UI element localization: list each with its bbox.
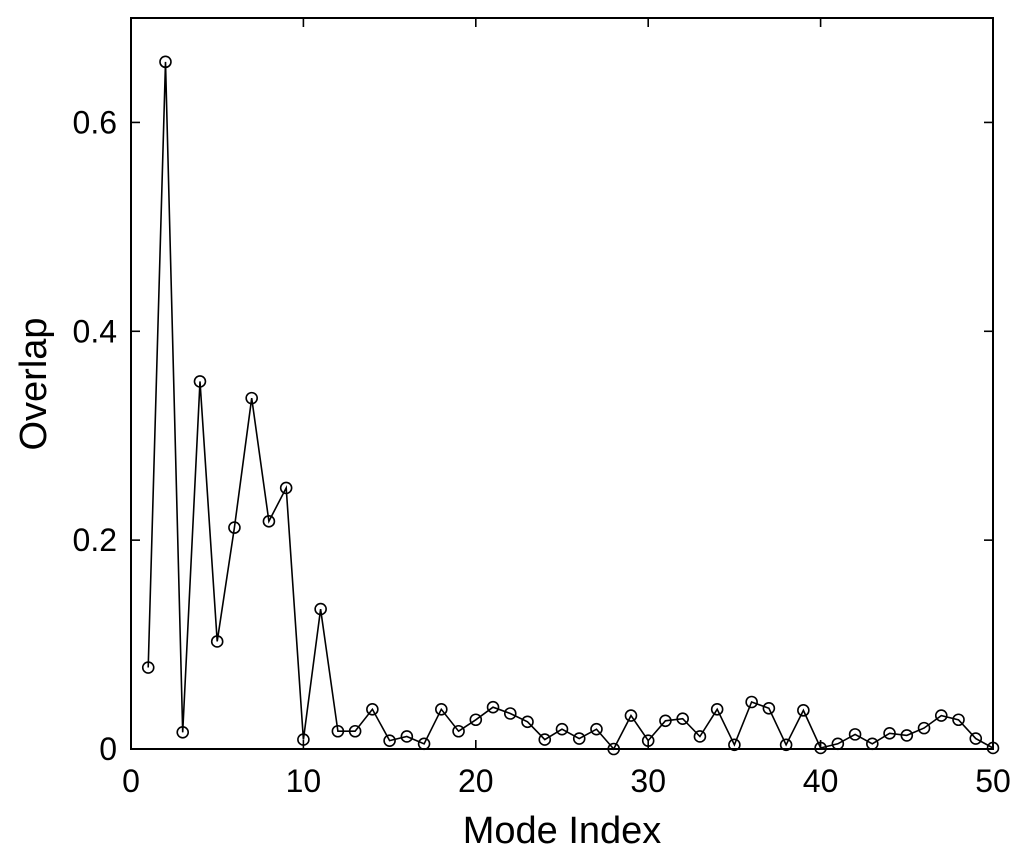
data-point (779, 738, 793, 752)
data-point (366, 703, 379, 716)
data-point (831, 737, 845, 751)
data-point (900, 729, 914, 742)
data-point (917, 721, 931, 735)
data-point (641, 734, 655, 747)
y-tick-label: 0.6 (73, 104, 117, 140)
data-point (969, 732, 983, 745)
data-point (297, 733, 310, 746)
data-point (400, 730, 414, 743)
data-point (141, 661, 155, 674)
data-point (572, 732, 586, 745)
data-point (193, 375, 207, 388)
data-point (452, 724, 465, 738)
data-point (521, 715, 534, 729)
data-point (159, 55, 172, 69)
data-point (986, 741, 1000, 755)
data-point (383, 734, 396, 747)
x-tick-label: 40 (803, 763, 839, 799)
data-point (866, 737, 879, 751)
data-point (469, 713, 483, 727)
data-point (245, 391, 258, 405)
y-tick-label: 0.4 (73, 313, 117, 349)
data-point (314, 602, 327, 616)
data-point (814, 741, 827, 755)
data-point (676, 712, 689, 726)
x-axis-label: Mode Index (463, 810, 662, 852)
series-line (147, 61, 994, 751)
x-tick-label: 30 (630, 763, 666, 799)
data-point (176, 725, 190, 739)
data-point (279, 481, 293, 495)
y-ticks: 0 0.2 0.4 0.6 (73, 104, 993, 767)
y-tick-label: 0 (99, 731, 117, 767)
data-point (952, 713, 965, 727)
x-tick-label: 50 (975, 763, 1011, 799)
data-point (435, 703, 448, 716)
data-point (848, 728, 862, 741)
data-point (934, 709, 948, 722)
data-point (659, 714, 672, 728)
data-point (348, 724, 362, 738)
data-point (590, 722, 603, 736)
data-point (210, 635, 224, 648)
data-point (417, 737, 431, 751)
data-point (762, 701, 776, 715)
data-markers (141, 55, 1000, 756)
data-point (883, 727, 896, 740)
data-point (486, 700, 500, 714)
x-tick-label: 20 (458, 763, 494, 799)
data-point (555, 722, 569, 736)
data-point (331, 724, 345, 738)
data-point (538, 733, 552, 746)
data-point (624, 709, 638, 722)
y-axis-label: Overlap (13, 317, 55, 450)
plot-frame (130, 17, 994, 750)
y-tick-label: 0.2 (73, 522, 117, 558)
data-point (710, 703, 724, 716)
data-point (228, 521, 241, 534)
x-ticks: 0 10 20 30 40 50 (122, 18, 1011, 799)
data-point (745, 695, 758, 709)
x-tick-label: 0 (122, 763, 140, 799)
x-tick-label: 10 (286, 763, 322, 799)
data-point (728, 738, 741, 752)
data-point (262, 515, 276, 528)
data-point (797, 704, 810, 717)
data-point (503, 707, 517, 720)
data-point (693, 730, 707, 743)
data-point (607, 742, 621, 756)
